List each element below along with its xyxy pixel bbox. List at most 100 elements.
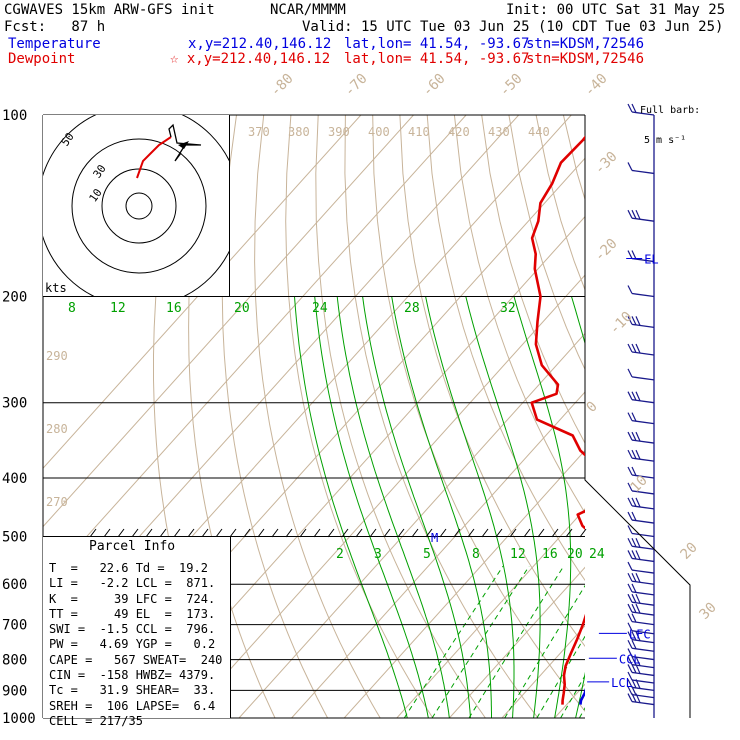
wind-barb-flag: [627, 671, 633, 681]
freezing-mark: [537, 528, 545, 538]
wind-barb: [631, 376, 655, 381]
hodograph-trace-upper: [168, 123, 202, 162]
wind-barb: [631, 655, 655, 661]
wind-barb-flag: [635, 593, 641, 604]
wind-barb: [631, 169, 655, 175]
pressure-label: 200: [2, 290, 27, 306]
moist-adiabat: [465, 296, 541, 718]
theta-label: 420: [448, 125, 470, 139]
wind-barb: [631, 532, 655, 538]
isotherm-label: 20: [678, 540, 701, 563]
pressure-label: 100: [2, 108, 27, 124]
wind-barb-flag: [631, 449, 637, 459]
isotherm-line: [43, 115, 362, 469]
wind-barb-flag: [627, 572, 633, 582]
wind-barb: [631, 519, 655, 524]
wind-barb-flag: [627, 103, 633, 113]
wind-barb-flag: [627, 561, 633, 571]
wind-barb-flag: [635, 656, 641, 666]
parcel-info-row: Tc = 31.9 SHEAR= 33.: [49, 683, 216, 698]
wind-barb: [631, 545, 655, 550]
wind-barb-flag: [631, 593, 637, 603]
freezing-mark: [411, 528, 419, 538]
pressure-label: 800: [2, 653, 27, 669]
wind-barb-flag: [631, 613, 637, 623]
wind-barbs: [627, 103, 655, 718]
freezing-mark: [243, 528, 251, 538]
dewpoint-legend: Dewpoint: [8, 51, 76, 67]
isotherm-line: [396, 508, 585, 718]
dry-adiabat: [426, 115, 585, 582]
isotherm-label: -70: [342, 71, 371, 100]
hodograph-trace-low: [136, 136, 172, 179]
isotherm-label: 0: [584, 399, 601, 416]
wind-barb-flag: [635, 343, 641, 354]
parcel-info-row: T = 22.6 Td = 19.2: [49, 561, 208, 575]
theta-label: 370: [248, 125, 270, 139]
wind-barb-flag: [627, 664, 633, 673]
wind-barb-flag: [635, 497, 641, 508]
el-marker: EL: [644, 253, 658, 267]
lfc-marker: LFC: [629, 627, 651, 641]
hodograph: kts 10 30 50: [43, 115, 230, 297]
wind-barb-flag: [627, 391, 633, 400]
freezing-mark: [173, 528, 181, 538]
parcel-info-row: CELL = 217/35: [49, 713, 143, 728]
wind-barb: [631, 647, 655, 652]
mixing-ratio-label: 20: [234, 301, 250, 316]
hodograph-units: kts: [45, 281, 67, 295]
wind-barb-flag: [635, 538, 641, 548]
wind-barb-flag: [627, 656, 633, 665]
freezing-mark: [131, 528, 139, 538]
wind-barb: [631, 490, 655, 495]
wind-barb-flag: [627, 449, 633, 459]
dry-adiabat: [481, 115, 585, 445]
freezing-mark: [523, 528, 531, 538]
isotherm-label: -30: [592, 149, 621, 178]
pressure-label: 400: [2, 471, 27, 487]
wind-barb-flag: [631, 412, 637, 422]
wind-barb-flag: [631, 431, 637, 441]
temperature-station: stn=KDSM,72546: [526, 36, 645, 52]
wind-barb-flag: [631, 511, 637, 521]
barb-legend-line: 5 m s⁻¹: [644, 135, 687, 146]
wind-barb-flag: [627, 639, 633, 649]
theta-label: 410: [408, 125, 430, 139]
wind-barb-flag: [631, 103, 637, 113]
parcel-info-title: Parcel Info: [89, 539, 176, 554]
isotherm-label: 10: [628, 473, 651, 496]
moist-adiabat: [336, 296, 450, 718]
freezing-mark: [313, 528, 321, 538]
hodograph-ring: [71, 138, 207, 274]
wind-barb-flag: [635, 391, 641, 401]
wind-barb-flag: [631, 538, 637, 548]
wind-barb-flag: [627, 343, 633, 353]
source-label: NCAR/MMMM: [270, 2, 346, 18]
isotherm-line: [712, 115, 740, 718]
wind-barb-flag: [627, 613, 633, 622]
pressure-label: 600: [2, 577, 27, 593]
pressure-label: 700: [2, 618, 27, 634]
wind-barb: [631, 399, 655, 404]
pressure-label: 300: [2, 396, 27, 412]
wind-barb: [631, 686, 655, 692]
isotherm-line: [291, 391, 585, 718]
wind-barb-flag: [631, 343, 637, 353]
hodograph-ring: [125, 192, 153, 220]
dry-adiabat: [645, 115, 740, 731]
parcel-info-row: TT = 49 EL = 173.: [49, 606, 216, 621]
wind-barb: [631, 569, 655, 574]
wind-barb: [631, 292, 655, 298]
mixing-ratio-label: 5: [423, 547, 431, 562]
wind-barb-flag: [627, 648, 633, 657]
wind-barb-flag: [631, 679, 637, 689]
wind-barb: [631, 420, 655, 425]
mixing-ratio-label: 2: [336, 547, 344, 562]
mixing-ratio-label: 28: [404, 301, 420, 316]
wind-barb-flag: [635, 550, 641, 560]
wind-barb-flag: [631, 664, 637, 674]
mixing-ratio-label: 24: [589, 547, 605, 562]
wind-barb: [631, 439, 655, 444]
mixing-ratio-label: 3: [374, 547, 382, 562]
wind-barb: [631, 630, 655, 635]
